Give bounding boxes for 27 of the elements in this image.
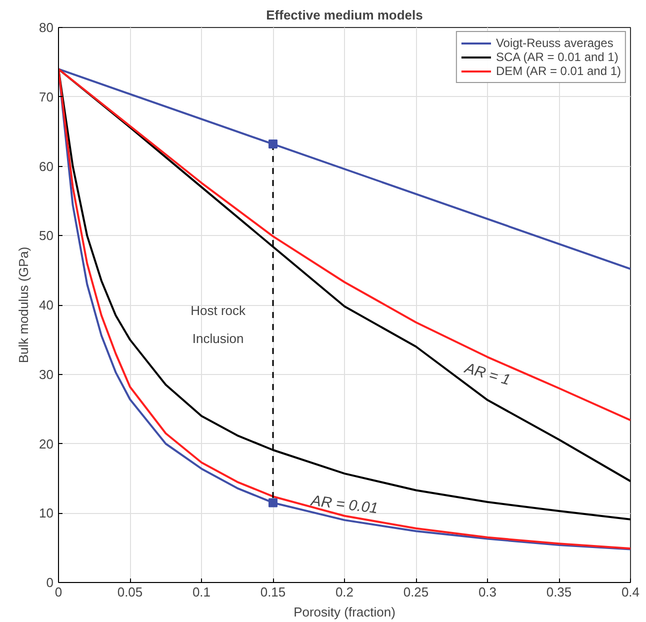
annotation: Inclusion <box>192 330 244 346</box>
x-tick-label: 0.4 <box>621 584 640 600</box>
y-tick-label: 70 <box>39 89 54 104</box>
x-tick-label: 0.35 <box>546 584 572 600</box>
annotation: AR = 0.01 <box>309 492 379 518</box>
y-tick-label: 50 <box>39 228 54 244</box>
y-tick-label: 0 <box>46 575 54 590</box>
annotation: AR = 1 <box>462 360 512 389</box>
y-axis-title: Bulk modulus (GPa) <box>16 246 32 364</box>
legend-label: SCA (AR = 0.01 and 1) <box>496 50 618 64</box>
y-tick-label: 40 <box>39 298 54 312</box>
x-tick-label: 0.3 <box>478 584 497 600</box>
chart-title: Effective medium models <box>266 8 423 22</box>
y-tick-label: 10 <box>39 506 54 521</box>
x-tick-label: 0.25 <box>403 584 429 600</box>
legend-label: Voigt-Reuss averages <box>496 36 614 50</box>
x-tick-label: 0.2 <box>335 584 354 600</box>
y-tick-label: 60 <box>39 158 54 174</box>
legend-label: DEM (AR = 0.01 and 1) <box>496 64 621 78</box>
y-tick-label: 20 <box>39 436 54 452</box>
y-tick-label: 30 <box>39 366 54 382</box>
annotation: Host rock <box>190 303 246 318</box>
x-tick-label: 0.15 <box>260 584 286 600</box>
x-axis-title: Porosity (fraction) <box>294 604 396 620</box>
x-tick-label: 0.1 <box>192 584 211 600</box>
x-tick-label: 0.05 <box>117 584 143 600</box>
y-tick-label: 80 <box>39 20 54 35</box>
